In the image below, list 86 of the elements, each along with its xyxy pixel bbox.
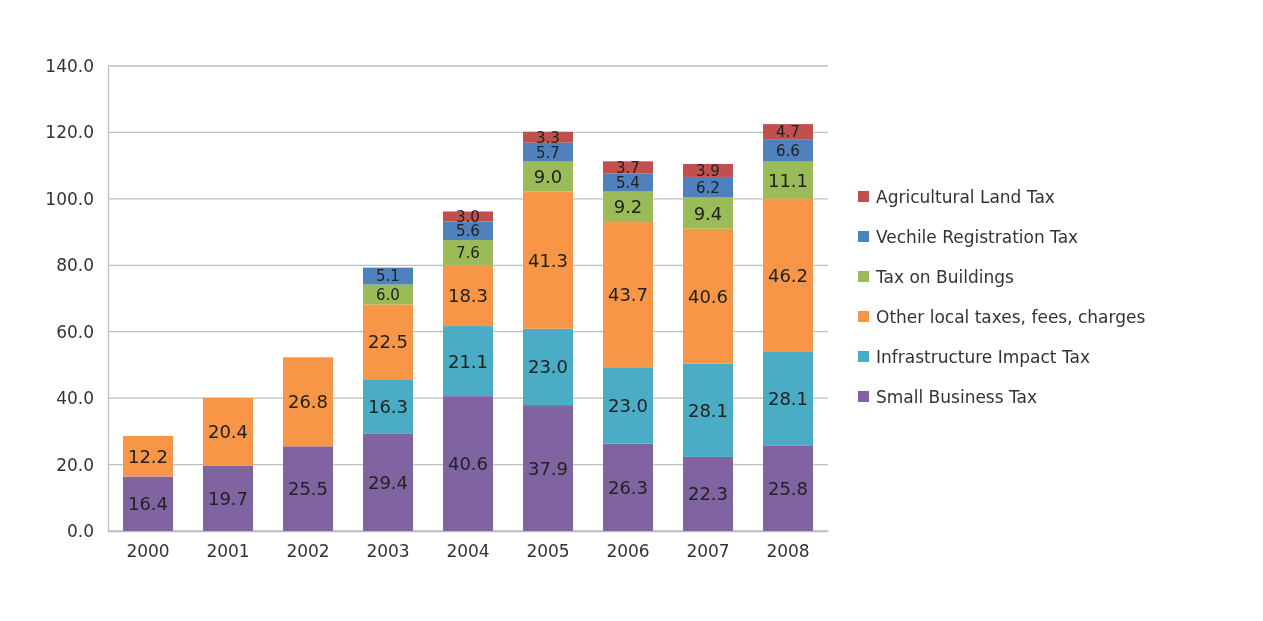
x-tick-label: 2005 bbox=[526, 541, 570, 562]
data-label: 46.2 bbox=[767, 264, 809, 286]
bar bbox=[283, 446, 333, 531]
data-label: 22.3 bbox=[687, 483, 729, 505]
bar bbox=[763, 161, 813, 199]
x-tick-label: 2002 bbox=[286, 541, 330, 562]
data-label: 40.6 bbox=[447, 453, 489, 475]
x-tick-label: 2008 bbox=[766, 541, 810, 562]
legend-label: Other local taxes, fees, charges bbox=[876, 306, 1146, 327]
bar bbox=[683, 456, 733, 531]
data-label: 19.7 bbox=[207, 487, 249, 509]
bar bbox=[523, 328, 573, 406]
x-tick-label: 2007 bbox=[686, 541, 730, 562]
bar bbox=[523, 405, 573, 531]
y-tick-label: 60.0 bbox=[56, 321, 94, 342]
data-label: 9.0 bbox=[533, 166, 563, 188]
bar bbox=[603, 222, 653, 368]
x-tick-label: 2006 bbox=[606, 541, 650, 562]
bar bbox=[443, 265, 493, 327]
data-label: 23.0 bbox=[527, 356, 569, 378]
data-label: 9.4 bbox=[693, 202, 723, 224]
data-label: 5.6 bbox=[456, 222, 480, 241]
data-label: 22.5 bbox=[367, 331, 409, 353]
bar bbox=[603, 443, 653, 531]
y-tick-label: 80.0 bbox=[56, 255, 94, 276]
data-label: 37.9 bbox=[527, 457, 569, 479]
bar bbox=[763, 351, 813, 446]
bar bbox=[363, 379, 413, 434]
legend-label: Agricultural Land Tax bbox=[876, 186, 1055, 207]
data-label: 16.3 bbox=[367, 395, 409, 417]
data-label: 3.9 bbox=[696, 161, 720, 180]
data-label: 23.0 bbox=[607, 394, 649, 416]
data-label: 25.8 bbox=[767, 477, 809, 499]
bar bbox=[683, 176, 733, 198]
data-label: 25.5 bbox=[287, 478, 329, 500]
y-tick-label: 20.0 bbox=[56, 454, 94, 475]
data-label: 16.4 bbox=[127, 493, 169, 515]
bar bbox=[123, 476, 173, 531]
data-label: 20.4 bbox=[207, 421, 249, 443]
x-tick-label: 2000 bbox=[126, 541, 170, 562]
data-label: 6.6 bbox=[776, 142, 800, 161]
bar bbox=[443, 326, 493, 397]
data-label: 4.7 bbox=[776, 123, 800, 142]
y-tick-label: 100.0 bbox=[45, 188, 94, 209]
data-label: 29.4 bbox=[367, 471, 409, 493]
x-tick-label: 2001 bbox=[206, 541, 250, 562]
data-label: 43.7 bbox=[607, 284, 649, 306]
legend-label: Infrastructure Impact Tax bbox=[876, 346, 1090, 367]
data-label: 41.3 bbox=[527, 249, 569, 271]
data-label: 28.1 bbox=[687, 399, 729, 421]
data-label: 21.1 bbox=[447, 350, 489, 372]
bar bbox=[363, 304, 413, 380]
bar bbox=[603, 367, 653, 444]
bar bbox=[763, 445, 813, 531]
bar bbox=[443, 240, 493, 266]
x-tick-label: 2004 bbox=[446, 541, 490, 562]
bar bbox=[363, 433, 413, 531]
data-label: 6.2 bbox=[696, 178, 720, 197]
bar bbox=[443, 396, 493, 531]
legend-label: Small Business Tax bbox=[876, 386, 1038, 407]
bar bbox=[203, 465, 253, 531]
y-tick-label: 40.0 bbox=[56, 388, 94, 409]
bar bbox=[763, 198, 813, 352]
bar bbox=[123, 436, 173, 477]
y-tick-label: 0.0 bbox=[66, 520, 94, 541]
bar bbox=[203, 397, 253, 466]
bar bbox=[683, 228, 733, 364]
x-tick-label: 2003 bbox=[366, 541, 410, 562]
data-label: 26.3 bbox=[607, 476, 649, 498]
y-tick-label: 120.0 bbox=[45, 122, 94, 143]
data-label: 26.8 bbox=[287, 391, 329, 413]
data-label: 7.6 bbox=[456, 244, 480, 263]
data-label: 12.2 bbox=[127, 445, 169, 467]
data-label: 5.1 bbox=[376, 267, 400, 286]
data-label: 18.3 bbox=[447, 285, 489, 307]
data-label: 40.6 bbox=[687, 285, 729, 307]
data-label: 9.2 bbox=[613, 196, 643, 218]
bar bbox=[683, 363, 733, 457]
data-label: 6.0 bbox=[376, 285, 400, 304]
y-tick-label: 140.0 bbox=[45, 55, 94, 76]
legend-label: Tax on Buildings bbox=[875, 266, 1014, 287]
data-label: 28.1 bbox=[767, 388, 809, 410]
bar bbox=[523, 191, 573, 329]
bar bbox=[283, 357, 333, 447]
legend-label: Vechile Registration Tax bbox=[876, 226, 1079, 247]
data-label: 11.1 bbox=[767, 169, 809, 191]
